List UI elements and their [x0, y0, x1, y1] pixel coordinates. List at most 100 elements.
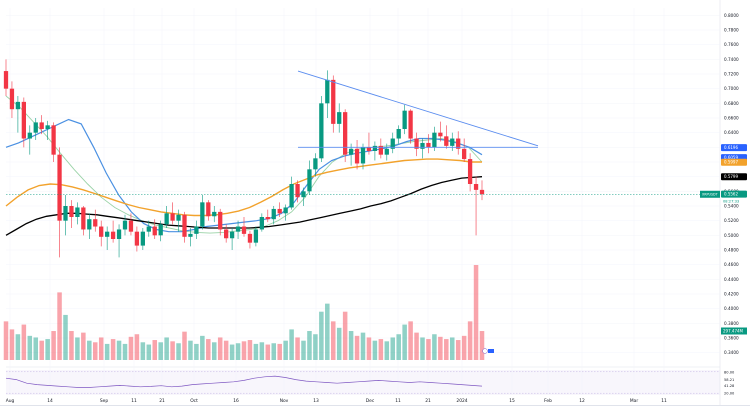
volume-bar [63, 314, 68, 360]
price-tick-label: 0.7000 [724, 86, 739, 91]
rsi-background [6, 370, 720, 395]
candle-body [27, 132, 32, 139]
price-tick-label: 0.5000 [724, 233, 739, 238]
volume-bar [57, 292, 62, 360]
candle-body [343, 112, 348, 155]
symbol-tag-label: XRPUSDT [702, 193, 719, 197]
volume-bar [414, 332, 419, 360]
volume-bar [307, 331, 312, 360]
volume-bar [164, 337, 169, 360]
candle-body [15, 101, 21, 110]
ma-orange-line [5, 158, 482, 217]
volume-bar [247, 340, 253, 360]
candle-body [354, 148, 360, 164]
time-tick-label: 13 [313, 398, 319, 404]
candle-body [9, 88, 15, 110]
time-tick-label: Dec [366, 398, 375, 404]
price-tick-label: 0.6600 [724, 116, 739, 121]
price-tag-label: 0.6196 [724, 145, 738, 150]
candle-body [277, 208, 282, 214]
volume-bar [98, 337, 104, 360]
price-tick-label: 0.7200 [724, 72, 739, 77]
candle-body [229, 231, 235, 239]
us-flag-icon [488, 349, 494, 353]
volume-bar [176, 343, 181, 360]
candle-body [128, 220, 134, 232]
time-tick-label: Oct [190, 398, 198, 404]
candle-body [110, 231, 116, 239]
candle-body [206, 202, 211, 217]
time-tick-label: 2024 [456, 398, 467, 404]
candle-body [348, 148, 354, 155]
candle-body [152, 226, 157, 236]
candle-body [479, 189, 485, 195]
candle-body [51, 125, 56, 155]
candle-body [438, 132, 443, 137]
volume-bar [301, 340, 306, 360]
volume-bar [45, 339, 50, 360]
candle-body [456, 138, 461, 149]
candle-body [432, 132, 437, 148]
candle-body [467, 159, 473, 184]
time-tick-label: 16 [233, 398, 239, 404]
candle-body [319, 103, 324, 159]
volume-bar [473, 265, 479, 360]
candle-body [122, 220, 128, 230]
time-tick-label: 12 [579, 398, 585, 404]
volume-bar [319, 311, 324, 360]
candle-body [408, 110, 413, 139]
volume-bar [110, 339, 116, 360]
candle-body [194, 226, 199, 234]
rsi-tick-label: 58.21 [724, 378, 734, 382]
price-tick-label: 0.4200 [724, 292, 739, 297]
volume-bar [87, 340, 92, 360]
volume-bar [438, 336, 443, 360]
candle-body [283, 207, 288, 214]
volume-bar [170, 341, 175, 360]
volume-bar [140, 342, 146, 360]
candle-body [360, 147, 366, 164]
candle-body [224, 229, 229, 239]
price-tag-label: 0.5997 [724, 160, 738, 165]
time-tick-label: 11 [661, 398, 667, 404]
volume-bar [366, 337, 372, 360]
price-tick-label: 0.6400 [724, 130, 739, 135]
price-tag-label: 0.5562 [724, 192, 738, 197]
candle-body [289, 184, 294, 208]
candle-body [450, 138, 455, 146]
candle-body [57, 154, 62, 221]
candle-body [116, 229, 122, 239]
volume-bar [211, 342, 217, 360]
price-tag [721, 144, 747, 152]
volume-bar [313, 334, 318, 360]
volume-bar [283, 340, 288, 360]
event-icon [482, 348, 488, 354]
volume-bar [200, 335, 205, 360]
volume-bar [206, 339, 211, 360]
volume-bar [277, 343, 282, 360]
candle-body [325, 79, 330, 104]
candle-body [105, 231, 110, 237]
volume-bar [146, 344, 152, 360]
price-tick-label: 0.3400 [724, 350, 739, 355]
volume-bar [390, 337, 396, 360]
candle-body [337, 112, 342, 124]
time-tick-label: 21 [159, 398, 165, 404]
price-tick-label: 0.6800 [724, 101, 739, 106]
candle-body [426, 142, 431, 148]
volume-bar [15, 334, 21, 360]
price-tick-label: 0.7400 [724, 57, 739, 62]
candle-body [307, 169, 312, 192]
volume-bar [378, 339, 384, 360]
candle-body [188, 233, 193, 237]
price-tick-label: 0.3800 [724, 321, 739, 326]
time-tick-label: Feb [544, 398, 552, 404]
price-tick-label: 0.7800 [724, 28, 739, 33]
candle-body [247, 233, 253, 243]
candle-body [69, 206, 74, 217]
candle-body [218, 211, 223, 230]
price-tick-label: 0.4400 [724, 277, 739, 282]
candle-body [212, 211, 217, 217]
